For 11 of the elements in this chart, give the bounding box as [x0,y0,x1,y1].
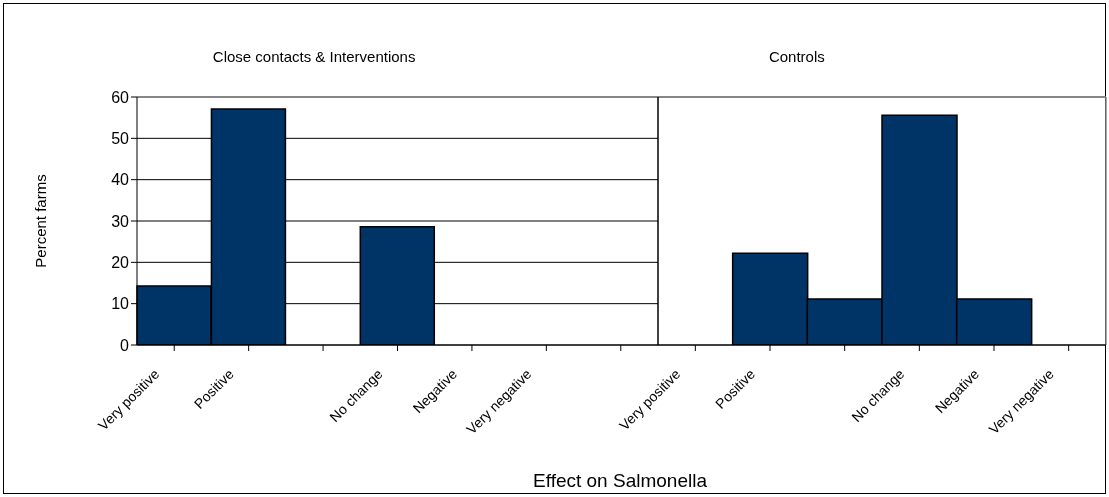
y-tick-label: 40 [111,171,130,189]
y-tick-label: 30 [111,212,130,230]
y-tick-label: 0 [120,336,130,354]
y-tick-label: 10 [111,295,130,313]
x-axis-title: Effect on Salmonella [533,470,708,491]
chart-title: Close contacts & Interventions [212,48,416,65]
chart-title: Controls [768,48,825,65]
y-axis-title: Percent farms [32,174,49,268]
y-tick-label: 20 [111,254,130,272]
y-tick-label: 50 [111,130,130,148]
y-tick-label: 60 [111,88,130,106]
